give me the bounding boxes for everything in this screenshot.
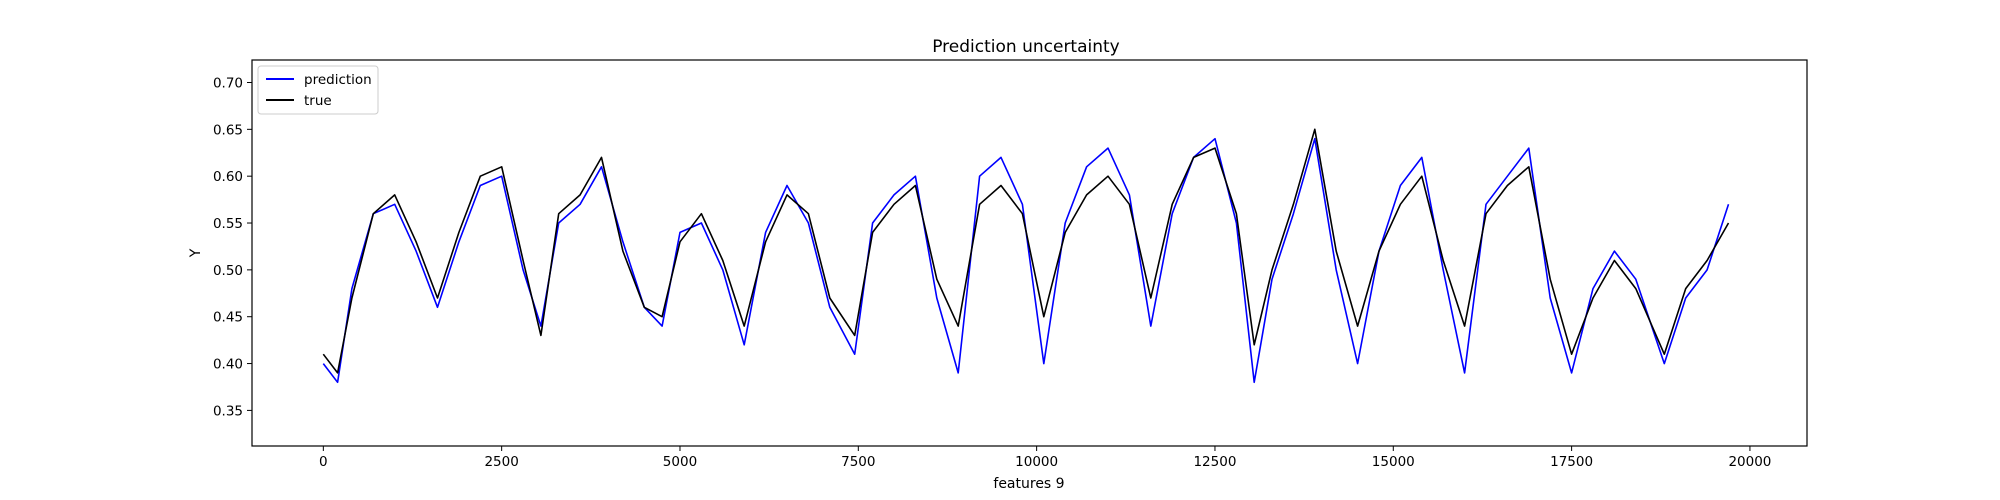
x-tick-label: 10000 — [1015, 454, 1058, 470]
legend-label-prediction: prediction — [304, 72, 372, 88]
y-tick-label: 0.70 — [213, 75, 243, 91]
x-axis-title: features 9 — [993, 476, 1064, 492]
y-tick-label: 0.65 — [213, 122, 243, 138]
y-tick-label: 0.50 — [213, 263, 243, 279]
x-tick-label: 0 — [319, 454, 328, 470]
x-tick-label: 7500 — [841, 454, 875, 470]
plot-area — [251, 59, 1808, 447]
y-tick-label: 0.60 — [213, 169, 243, 185]
legend: prediction true — [257, 65, 379, 115]
y-tick-label: 0.40 — [213, 357, 243, 373]
y-tick-label: 0.35 — [213, 403, 243, 419]
x-tick-label: 12500 — [1193, 454, 1236, 470]
chart-title: Prediction uncertainty — [932, 37, 1120, 57]
series-layer — [322, 128, 1730, 384]
x-tick-label: 5000 — [663, 454, 697, 470]
y-axis-title: Y — [188, 248, 204, 258]
x-tick-label: 2500 — [484, 454, 518, 470]
legend-label-true: true — [304, 93, 332, 109]
y-tick-label: 0.45 — [213, 310, 243, 326]
y-tick-label: 0.55 — [213, 216, 243, 232]
x-tick-label: 17500 — [1550, 454, 1593, 470]
x-tick-label: 15000 — [1372, 454, 1415, 470]
y-axis: 0.35 0.40 0.45 0.50 0.55 0.60 0.65 0.70 — [213, 75, 252, 419]
x-tick-label: 20000 — [1728, 454, 1771, 470]
series-line-true — [322, 128, 1730, 374]
x-axis: 0 2500 5000 7500 10000 12500 15000 17500 20000 — [319, 446, 1771, 470]
